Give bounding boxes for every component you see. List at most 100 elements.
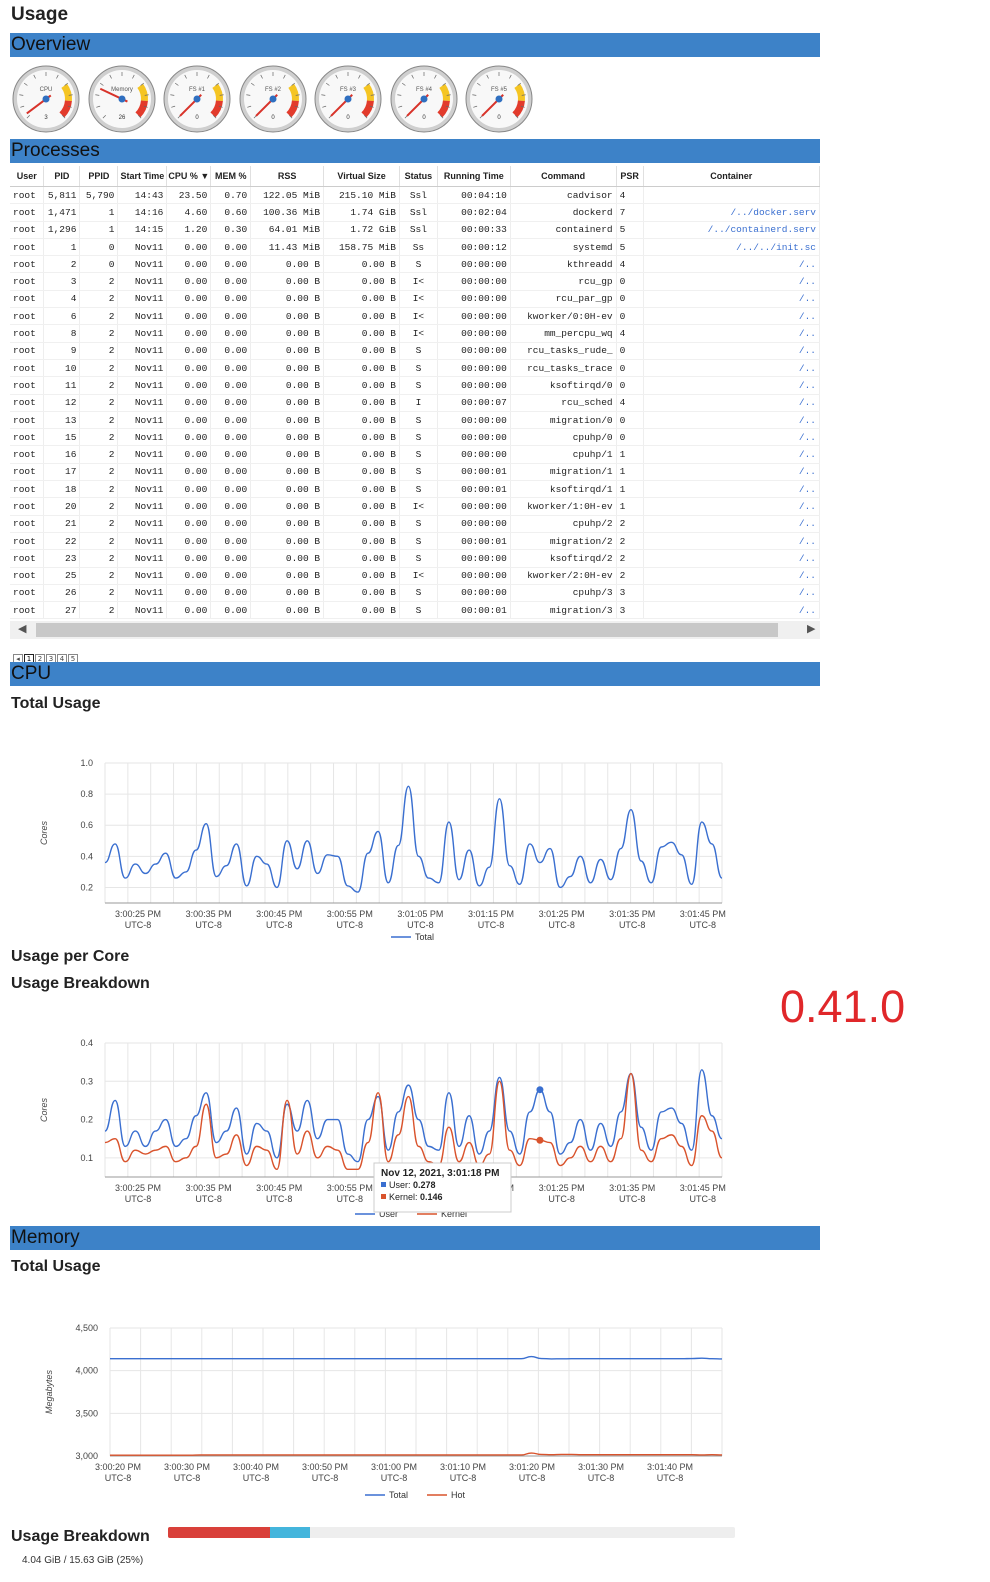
table-row[interactable]: root 12 2 Nov11 0.00 0.00 0.00 B 0.00 B I 00:00:0…	[10, 394, 820, 412]
table-row[interactable]: root 3 2 Nov11 0.00 0.00 0.00 B 0.00 B I< 00:00:0…	[10, 272, 820, 291]
column-header[interactable]: CPU % ▼	[166, 166, 212, 187]
gauge-tick	[282, 74, 286, 79]
gauge-tick	[321, 94, 326, 96]
table-cell: 7	[616, 203, 644, 222]
table-row[interactable]: root 5,811 5,790 14:43 23.50 0.70 122.05 MiB 21…	[10, 186, 820, 205]
table-cell: 0.00	[210, 238, 252, 257]
hover-point-kernel	[536, 1136, 544, 1144]
table-row[interactable]: root 9 2 Nov11 0.00 0.00 0.00 B 0.00 B S 00:00:00…	[10, 342, 820, 360]
table-cell: 00:00:07	[437, 394, 511, 412]
table-cell: 9	[43, 342, 81, 360]
table-cell: containerd	[510, 221, 617, 239]
gauge-tick	[396, 94, 401, 96]
table-cell: 1	[616, 497, 644, 516]
table-cell: 2	[79, 376, 119, 395]
table-cell: 0.00	[210, 272, 252, 291]
gauge-tick	[294, 105, 299, 108]
table-cell: 0.30	[210, 221, 252, 239]
table-row[interactable]: root 20 2 Nov11 0.00 0.00 0.00 B 0.00 B I< 00:00:…	[10, 497, 820, 516]
column-header[interactable]: MEM %	[210, 166, 252, 187]
table-cell: /..	[643, 601, 820, 620]
table-row[interactable]: root 1,296 1 14:15 1.20 0.30 64.01 MiB 1.72 GiB…	[10, 221, 820, 239]
table-row[interactable]: root 18 2 Nov11 0.00 0.00 0.00 B 0.00 B S 00:00:0…	[10, 480, 820, 499]
table-row[interactable]: root 25 2 Nov11 0.00 0.00 0.00 B 0.00 B I< 00:00:…	[10, 567, 820, 585]
scroll-right-icon[interactable]: ▶	[807, 623, 816, 635]
table-cell: dockerd	[510, 203, 617, 222]
horizontal-scrollbar[interactable]: ◀ ▶	[10, 621, 820, 639]
table-cell: /..	[643, 428, 820, 447]
gauge-label: FS #2	[264, 87, 281, 93]
table-row[interactable]: root 6 2 Nov11 0.00 0.00 0.00 B 0.00 B I< 00:00:0…	[10, 307, 820, 326]
y-tick-label: 0.2	[80, 882, 93, 892]
gauge-label: FS #3	[340, 87, 357, 93]
table-cell: root	[10, 255, 45, 274]
table-cell: 2	[79, 394, 119, 412]
table-cell: Nov11	[117, 255, 168, 274]
gauge-tick	[215, 82, 220, 86]
table-row[interactable]: root 26 2 Nov11 0.00 0.00 0.00 B 0.00 B S 00:00:0…	[10, 584, 820, 603]
column-header[interactable]: Status	[399, 166, 438, 187]
table-row[interactable]: root 10 2 Nov11 0.00 0.00 0.00 B 0.00 B S 00:00:0…	[10, 359, 820, 378]
table-cell: 1	[43, 238, 81, 257]
gauge-tick	[433, 74, 437, 79]
table-row[interactable]: root 23 2 Nov11 0.00 0.00 0.00 B 0.00 B S 00:00:0…	[10, 549, 820, 568]
column-header[interactable]: Command	[510, 166, 617, 187]
gauge-hub	[269, 95, 276, 103]
legend-label: Kernel	[441, 1209, 467, 1219]
column-header[interactable]: PSR	[616, 166, 644, 187]
scroll-left-icon[interactable]: ◀	[18, 623, 27, 635]
table-cell: migration/1	[510, 463, 617, 482]
table-cell: 1	[616, 445, 644, 464]
table-row[interactable]: root 1 0 Nov11 0.00 0.00 11.43 MiB 158.75 MiB Ss…	[10, 238, 820, 257]
table-cell: 2	[79, 428, 119, 447]
tooltip-kernel-swatch	[381, 1194, 386, 1199]
table-cell: 3	[43, 272, 81, 291]
table-row[interactable]: root 21 2 Nov11 0.00 0.00 0.00 B 0.00 B S 00:00:0…	[10, 515, 820, 533]
table-cell: Nov11	[117, 272, 168, 291]
table-row[interactable]: root 13 2 Nov11 0.00 0.00 0.00 B 0.00 B S 00:00:0…	[10, 411, 820, 430]
table-row[interactable]: root 2 0 Nov11 0.00 0.00 0.00 B 0.00 B S 00:00:00…	[10, 255, 820, 274]
table-row[interactable]: root 16 2 Nov11 0.00 0.00 0.00 B 0.00 B S 00:00:0…	[10, 445, 820, 464]
column-header[interactable]: Running Time	[437, 166, 511, 187]
column-header[interactable]: PID	[43, 166, 81, 187]
table-cell: 0.00	[166, 359, 212, 378]
table-cell: 2	[79, 359, 119, 378]
column-header[interactable]: Start Time	[117, 166, 168, 187]
x-tick-label: 3:01:30 PM	[578, 1462, 624, 1472]
column-header[interactable]: PPID	[79, 166, 119, 187]
table-row[interactable]: root 15 2 Nov11 0.00 0.00 0.00 B 0.00 B S 00:00:0…	[10, 428, 820, 447]
table-cell: Nov11	[117, 463, 168, 482]
table-cell: 3	[616, 601, 644, 620]
tooltip-kernel-value: 0.146	[420, 1192, 443, 1202]
table-row[interactable]: root 1,471 1 14:16 4.60 0.60 100.36 MiB 1.74 Gi…	[10, 203, 820, 222]
table-cell: /..	[643, 290, 820, 309]
x-tick-sublabel: UTC-8	[407, 920, 434, 930]
column-header[interactable]: Virtual Size	[323, 166, 400, 187]
table-cell: Nov11	[117, 290, 168, 309]
table-row[interactable]: root 11 2 Nov11 0.00 0.00 0.00 B 0.00 B S 00:00:0…	[10, 376, 820, 395]
gauge-tick	[170, 94, 175, 96]
table-cell: 1.74 GiB	[323, 203, 400, 222]
process-table-container[interactable]: User PID PPID Start Time CPU % ▼ MEM % RSS Virt…	[10, 166, 820, 620]
gauge: Memory 26	[87, 64, 157, 134]
table-cell: 0.00	[166, 567, 212, 585]
table-cell: root	[10, 359, 45, 378]
table-cell: 0.00 B	[323, 515, 400, 533]
process-table-header: User PID PPID Start Time CPU % ▼ MEM % RSS Virt…	[10, 166, 820, 187]
y-axis-label: Cores	[39, 1098, 49, 1123]
scrollbar-thumb[interactable]	[36, 623, 778, 637]
x-tick-sublabel: UTC-8	[588, 1473, 615, 1483]
column-header[interactable]: Container	[643, 166, 820, 187]
table-cell: root	[10, 601, 45, 620]
table-row[interactable]: root 8 2 Nov11 0.00 0.00 0.00 B 0.00 B I< 00:00:0…	[10, 324, 820, 343]
gauge: FS #5 0	[464, 64, 534, 134]
column-header[interactable]: RSS	[250, 166, 325, 187]
table-row[interactable]: root 27 2 Nov11 0.00 0.00 0.00 B 0.00 B S 00:00:0…	[10, 601, 820, 620]
table-cell: /..	[643, 324, 820, 343]
column-header[interactable]: User	[10, 166, 45, 187]
table-row[interactable]: root 4 2 Nov11 0.00 0.00 0.00 B 0.00 B I< 00:00:0…	[10, 290, 820, 309]
table-row[interactable]: root 22 2 Nov11 0.00 0.00 0.00 B 0.00 B S 00:00:0…	[10, 532, 820, 551]
table-row[interactable]: root 17 2 Nov11 0.00 0.00 0.00 B 0.00 B S 00:00:0…	[10, 463, 820, 482]
table-cell: 0.00	[166, 342, 212, 360]
gauge-dial: CPU 3	[12, 65, 80, 133]
